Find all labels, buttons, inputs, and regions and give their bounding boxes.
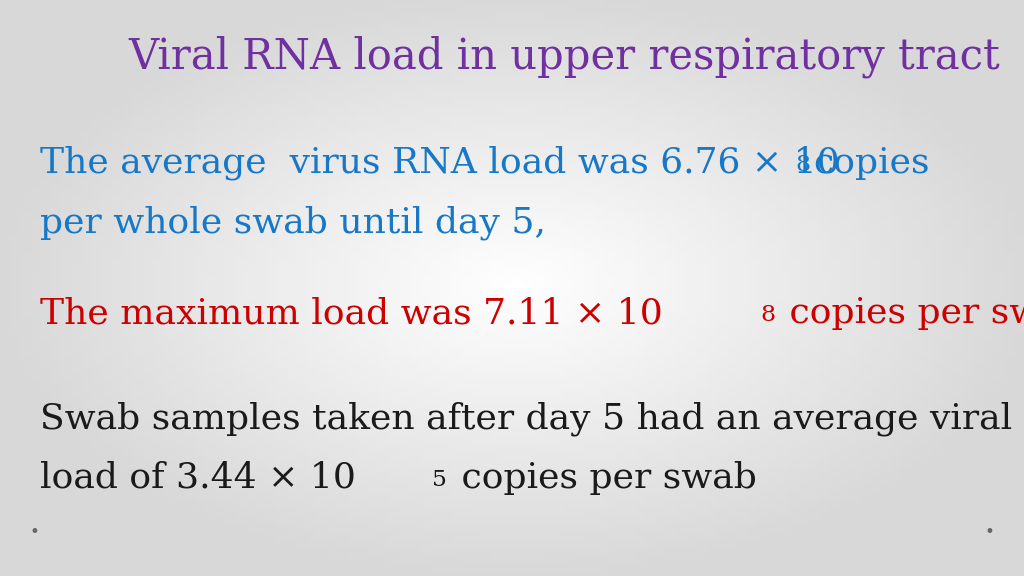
- Text: 8: 8: [760, 304, 775, 326]
- Text: 8: 8: [795, 154, 810, 176]
- Text: •: •: [984, 523, 994, 541]
- Text: Viral RNA load in upper respiratory tract: Viral RNA load in upper respiratory trac…: [128, 36, 1000, 78]
- Text: Swab samples taken after day 5 had an average viral: Swab samples taken after day 5 had an av…: [40, 401, 1013, 435]
- Text: The maximum load was 7.11 × 10: The maximum load was 7.11 × 10: [40, 296, 663, 330]
- Text: copies per swab: copies per swab: [450, 461, 757, 495]
- Text: copies: copies: [813, 146, 930, 180]
- Text: copies per swab.: copies per swab.: [778, 296, 1024, 330]
- Text: per whole swab until day 5,: per whole swab until day 5,: [40, 206, 546, 241]
- Text: •: •: [30, 523, 40, 541]
- Text: The average  virus RNA load was 6.76 × 10: The average virus RNA load was 6.76 × 10: [40, 146, 851, 180]
- Text: load of 3.44 × 10: load of 3.44 × 10: [40, 461, 356, 495]
- Text: 5: 5: [432, 469, 447, 491]
